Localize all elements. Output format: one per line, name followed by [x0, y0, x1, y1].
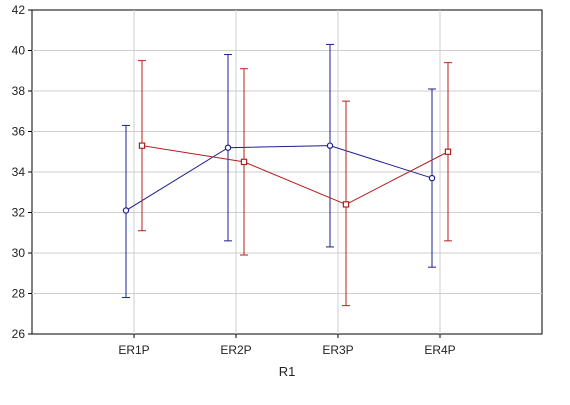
data-point: [138, 142, 146, 149]
x-tick-label: ER1P: [118, 343, 149, 357]
y-tick-label: 32: [12, 206, 26, 220]
grid: [32, 10, 542, 334]
data-point: [428, 174, 436, 182]
x-axis-title: R1: [279, 364, 296, 379]
x-tick-label: ER2P: [220, 343, 251, 357]
x-tick-label: ER3P: [322, 343, 353, 357]
y-tick-label: 36: [12, 125, 26, 139]
data-point: [240, 158, 248, 166]
y-tick-label: 28: [12, 287, 26, 301]
data-point: [122, 207, 130, 214]
x-tick-label: ER4P: [424, 343, 455, 357]
series-group: [122, 43, 452, 307]
data-point: [342, 201, 350, 208]
series-2: [138, 60, 452, 307]
data-point: [326, 142, 334, 149]
y-tick-label: 40: [12, 44, 26, 58]
y-axis: 26 28 30 32 34 36 38 40 42: [12, 3, 32, 341]
y-tick-label: 30: [12, 246, 26, 260]
data-point: [224, 144, 232, 151]
series-1: [122, 43, 436, 299]
y-tick-label: 42: [12, 3, 26, 17]
series-line: [141, 145, 449, 205]
data-point: [444, 148, 452, 155]
y-tick-label: 26: [12, 327, 26, 341]
x-axis: ER1P ER2P ER3P ER4P: [118, 334, 456, 357]
y-tick-label: 34: [12, 165, 26, 179]
series-line: [125, 145, 433, 211]
y-tick-label: 38: [12, 84, 26, 98]
